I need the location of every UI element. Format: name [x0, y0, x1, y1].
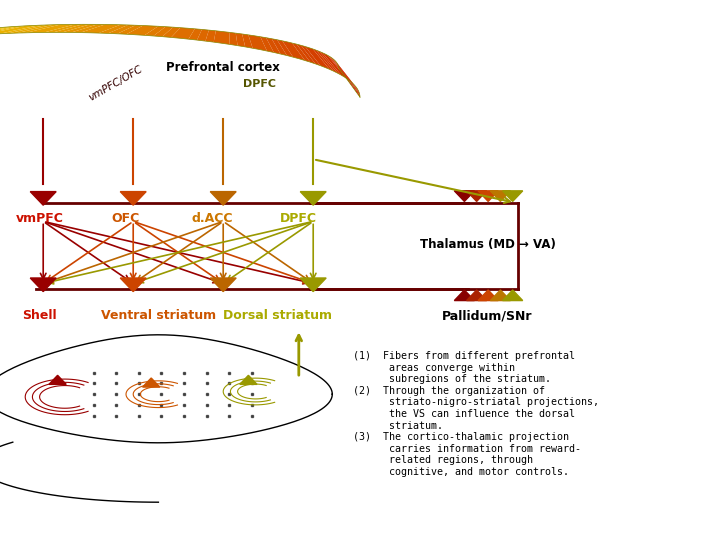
Text: vmPFC/OFC: vmPFC/OFC — [86, 64, 144, 103]
Text: Thalamus (MD → VA): Thalamus (MD → VA) — [420, 238, 555, 251]
Polygon shape — [49, 375, 66, 384]
Polygon shape — [53, 24, 90, 32]
Text: DPFC: DPFC — [280, 212, 318, 225]
Polygon shape — [0, 25, 46, 34]
Polygon shape — [248, 35, 267, 51]
Polygon shape — [503, 290, 523, 301]
Polygon shape — [490, 191, 510, 201]
Polygon shape — [454, 191, 474, 201]
Polygon shape — [454, 290, 474, 301]
Text: Ventral striatum: Ventral striatum — [101, 309, 216, 322]
Text: d.ACC: d.ACC — [192, 212, 233, 225]
Polygon shape — [143, 378, 160, 387]
Polygon shape — [266, 38, 281, 54]
Polygon shape — [277, 40, 293, 57]
Polygon shape — [30, 278, 56, 292]
Polygon shape — [62, 24, 98, 32]
Polygon shape — [282, 41, 305, 60]
Polygon shape — [316, 50, 338, 73]
Polygon shape — [271, 39, 287, 56]
Polygon shape — [478, 191, 498, 201]
Polygon shape — [330, 57, 352, 83]
Polygon shape — [300, 192, 326, 205]
Polygon shape — [328, 55, 350, 81]
Polygon shape — [205, 30, 216, 42]
Polygon shape — [332, 58, 354, 85]
Polygon shape — [126, 25, 158, 35]
Polygon shape — [162, 27, 180, 37]
Polygon shape — [0, 26, 25, 35]
Polygon shape — [305, 46, 330, 69]
Polygon shape — [338, 66, 360, 97]
Polygon shape — [338, 65, 360, 95]
Polygon shape — [490, 290, 510, 301]
Polygon shape — [210, 192, 236, 205]
Text: Shell: Shell — [22, 309, 57, 322]
Polygon shape — [117, 25, 143, 34]
Polygon shape — [210, 278, 236, 292]
Polygon shape — [214, 31, 230, 44]
Polygon shape — [0, 26, 12, 37]
Polygon shape — [0, 27, 5, 38]
Polygon shape — [44, 24, 83, 32]
Polygon shape — [478, 290, 498, 301]
Polygon shape — [229, 32, 238, 46]
Polygon shape — [467, 191, 487, 201]
Text: Dorsal striatum: Dorsal striatum — [222, 309, 332, 322]
Polygon shape — [153, 26, 173, 37]
Polygon shape — [71, 24, 105, 32]
Polygon shape — [120, 192, 146, 205]
Polygon shape — [301, 45, 320, 66]
Polygon shape — [9, 25, 53, 33]
Polygon shape — [30, 192, 56, 205]
Polygon shape — [323, 53, 347, 79]
Polygon shape — [312, 49, 333, 71]
Polygon shape — [26, 24, 75, 33]
Text: DPFC: DPFC — [243, 79, 276, 89]
Text: OFC: OFC — [112, 212, 140, 225]
Polygon shape — [145, 26, 166, 36]
Polygon shape — [108, 25, 135, 34]
Polygon shape — [336, 62, 359, 91]
Text: vmPFC: vmPFC — [16, 212, 63, 225]
Polygon shape — [197, 29, 209, 41]
Polygon shape — [320, 51, 341, 75]
Text: Pallidum/SNr: Pallidum/SNr — [442, 309, 533, 322]
Polygon shape — [261, 37, 274, 52]
Polygon shape — [300, 278, 326, 292]
Polygon shape — [333, 59, 357, 89]
Text: Prefrontal cortex: Prefrontal cortex — [166, 61, 280, 74]
Polygon shape — [17, 24, 60, 33]
Polygon shape — [467, 290, 487, 301]
Polygon shape — [297, 44, 315, 64]
Polygon shape — [120, 278, 146, 292]
Polygon shape — [235, 33, 246, 47]
Polygon shape — [99, 25, 128, 33]
Polygon shape — [0, 26, 18, 36]
Polygon shape — [0, 25, 39, 35]
Polygon shape — [242, 34, 253, 48]
Polygon shape — [503, 191, 523, 201]
Polygon shape — [240, 375, 257, 384]
Polygon shape — [189, 29, 202, 40]
Text: (1)  Fibers from different prefrontal
      areas converge within
      subregio: (1) Fibers from different prefrontal are… — [353, 351, 599, 477]
Polygon shape — [171, 28, 195, 39]
Polygon shape — [292, 43, 310, 62]
Polygon shape — [81, 24, 120, 33]
Polygon shape — [337, 63, 359, 93]
